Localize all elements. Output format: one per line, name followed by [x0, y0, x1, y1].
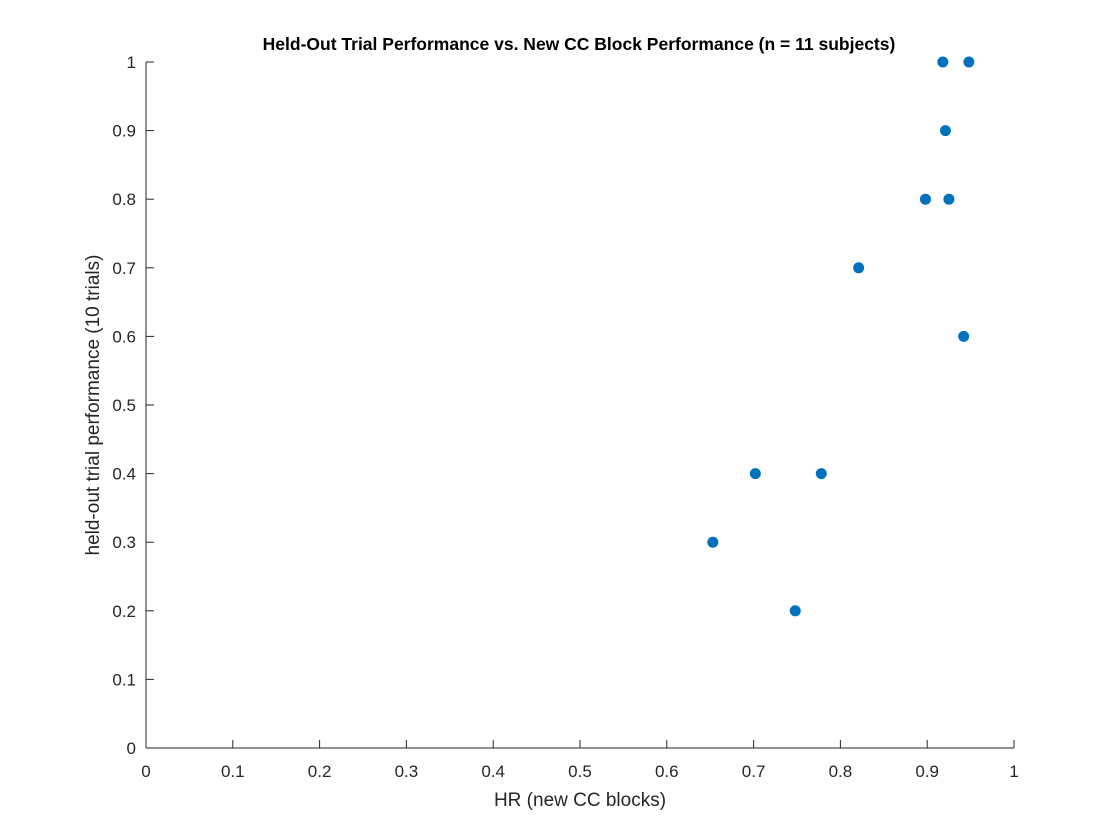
data-point — [919, 193, 931, 205]
x-axis-ticks: 0 0.1 0.2 0.3 0.4 0.5 0.6 0.7 0.8 0.9 1 — [141, 740, 1019, 781]
x-tick-label: 0.5 — [568, 762, 592, 781]
y-tick-label: 0.7 — [112, 259, 136, 278]
y-tick-label: 1 — [127, 53, 136, 72]
data-point — [789, 605, 801, 617]
data-point — [943, 193, 955, 205]
y-tick-label: 0 — [127, 739, 136, 758]
x-tick-label: 0.7 — [742, 762, 766, 781]
x-axis-label: HR (new CC blocks) — [494, 790, 666, 811]
y-tick-label: 0.3 — [112, 533, 136, 552]
y-tick-label: 0.6 — [112, 327, 136, 346]
chart-title: Held-Out Trial Performance vs. New CC Bl… — [263, 34, 896, 54]
x-tick-label: 0 — [141, 762, 150, 781]
data-point — [707, 536, 719, 548]
x-tick-label: 0.1 — [221, 762, 245, 781]
data-point — [853, 262, 865, 274]
x-tick-label: 1 — [1009, 762, 1018, 781]
data-point — [937, 56, 949, 68]
data-points — [707, 56, 975, 617]
x-tick-label: 0.8 — [829, 762, 853, 781]
y-tick-label: 0.5 — [112, 396, 136, 415]
data-point — [939, 125, 951, 137]
y-axis-label: held-out trial performance (10 trials) — [83, 255, 104, 556]
x-tick-label: 0.3 — [395, 762, 419, 781]
data-point — [749, 468, 761, 480]
x-tick-label: 0.4 — [481, 762, 505, 781]
y-tick-label: 0.2 — [112, 602, 136, 621]
axes — [145, 62, 1014, 749]
data-point — [958, 330, 970, 342]
data-point — [815, 468, 827, 480]
x-tick-label: 0.6 — [655, 762, 679, 781]
y-tick-label: 0.9 — [112, 122, 136, 141]
data-point — [963, 56, 975, 68]
y-tick-label: 0.1 — [112, 670, 136, 689]
y-tick-label: 0.8 — [112, 190, 136, 209]
x-tick-label: 0.9 — [915, 762, 939, 781]
y-axis-ticks: 0 0.1 0.2 0.3 0.4 0.5 0.6 0.7 0.8 0.9 1 — [112, 53, 154, 758]
x-tick-label: 0.2 — [308, 762, 332, 781]
y-tick-label: 0.4 — [112, 465, 136, 484]
